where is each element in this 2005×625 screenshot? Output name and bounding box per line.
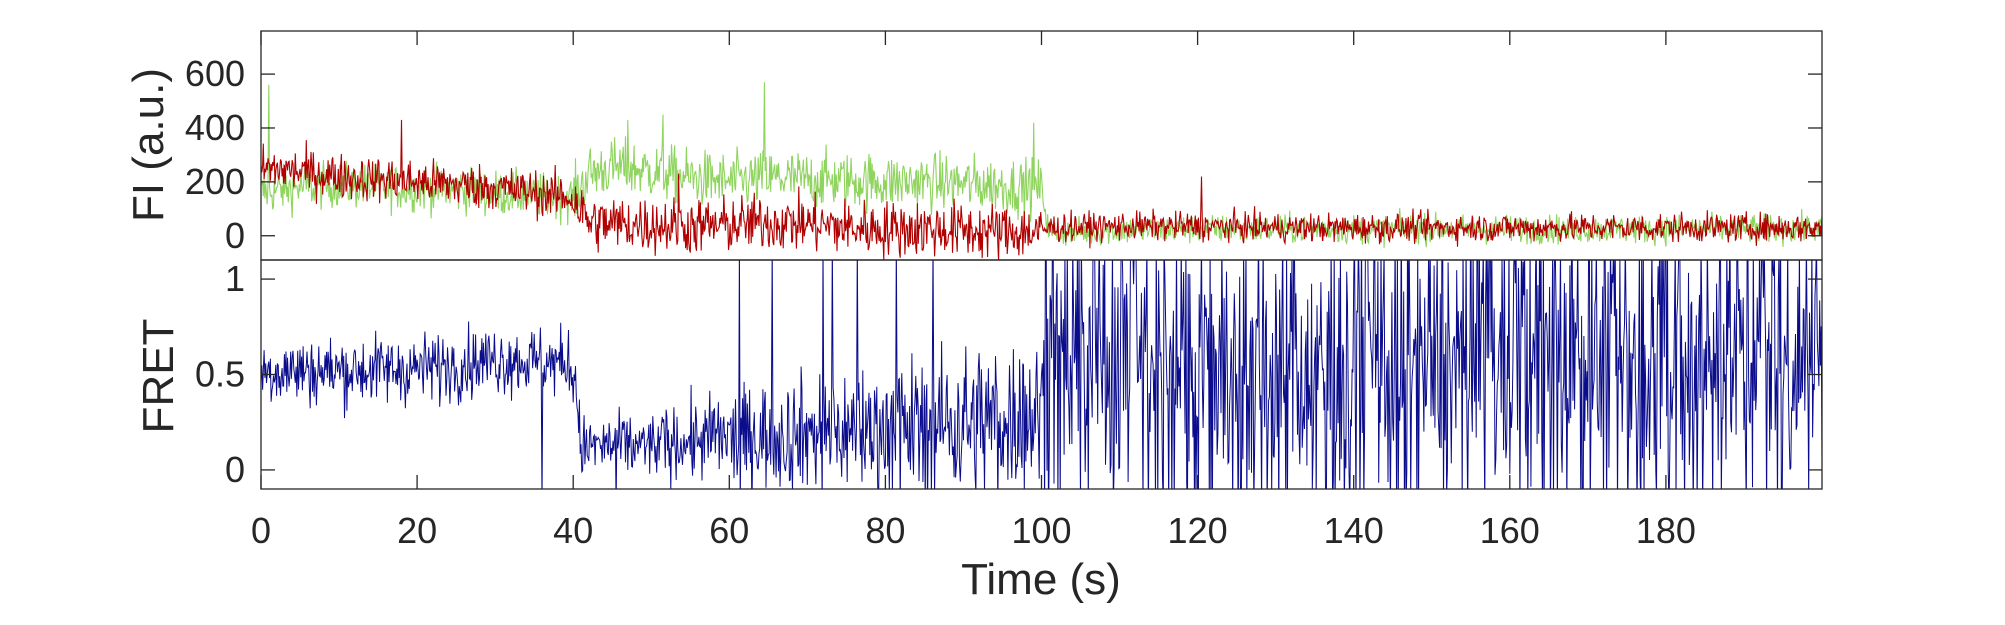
fluorescence-y-axis-title: FI (a.u.) [124, 68, 173, 222]
fret-ticks: 00.510 20 40 60 80 100 120 140 160 180 [195, 31, 1822, 551]
acceptor-intensity-line [261, 119, 1822, 260]
time-x-tick-label: 0 [251, 510, 271, 551]
time-x-tick-label: 60 [709, 510, 749, 551]
fluorescence-y-ticks: 0 200 400 600 [185, 53, 1822, 256]
time-x-tick-label: 20 [397, 510, 437, 551]
fluorescence-y-tick-label: 400 [185, 107, 245, 148]
fluorescence-y-tick-label: 0 [225, 215, 245, 256]
fluorescence-series [261, 82, 1822, 260]
time-x-tick-label: 100 [1011, 510, 1071, 551]
fret-y-tick-label: 0 [225, 449, 245, 490]
fluorescence-y-tick-label: 200 [185, 161, 245, 202]
fret-y-tick-label: 0.5 [195, 354, 245, 395]
fluorescence-panel: 0 200 400 600 FI (a.u.) [124, 30, 1823, 261]
time-x-tick-label: 120 [1168, 510, 1228, 551]
fret-series [261, 260, 1822, 489]
time-x-tick-label: 180 [1636, 510, 1696, 551]
time-x-tick-label: 80 [865, 510, 905, 551]
fret-y-axis-title: FRET [134, 319, 183, 434]
time-x-tick-label: 140 [1324, 510, 1384, 551]
time-x-tick-label: 40 [553, 510, 593, 551]
fret-y-tick-label: 1 [225, 258, 245, 299]
time-x-axis-title: Time (s) [961, 555, 1121, 604]
fluorescence-y-tick-label: 600 [185, 53, 245, 94]
fret-panel: 00.510 20 40 60 80 100 120 140 160 180 FRET Time … [134, 31, 1823, 604]
fret-efficiency-line [261, 260, 1822, 489]
time-x-tick-label: 160 [1480, 510, 1540, 551]
